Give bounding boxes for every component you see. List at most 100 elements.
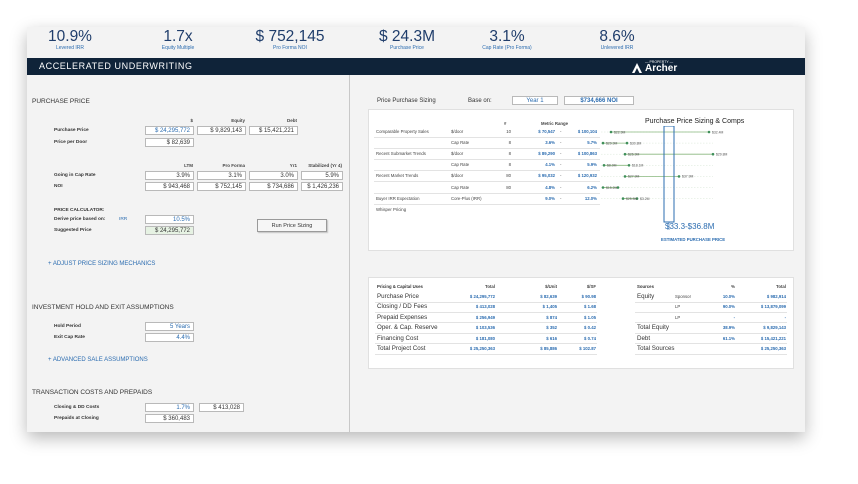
sources-row-divider: [635, 311, 787, 313]
base-noi-value: $734,666 NOI: [564, 96, 634, 105]
comp-range-low-label: $26.9M: [628, 153, 639, 157]
uses-row-label: Purchase Price: [377, 293, 419, 300]
sources-header-pct: %: [731, 284, 735, 289]
comp-range-high-label: $29.8M: [716, 153, 727, 157]
suggested-price-label: Suggested Price: [54, 228, 92, 233]
sizing-row-unit: $/door: [451, 151, 464, 157]
sizing-row-name: Recent Submarket Trends: [376, 151, 426, 157]
derive-price-label: Derive price based on:: [54, 217, 106, 222]
sources-row-total: $ 982,914: [766, 294, 786, 299]
sizing-row-dash: -: [560, 129, 562, 134]
sources-row-label: Debt: [637, 334, 651, 342]
sources-row-pct: 61.1%: [722, 335, 735, 341]
uses-header-unit: $/Unit: [545, 284, 557, 289]
comp-range-point: [609, 130, 613, 134]
sizing-row-dash: -: [560, 184, 562, 190]
uses-row-label: Closing / DD Fees: [377, 303, 428, 311]
run-price-sizing-button[interactable]: Run Price Sizing: [257, 219, 327, 232]
exit-cap-rate-field[interactable]: 4.4%: [145, 333, 194, 342]
sizing-row-divider: [374, 181, 600, 183]
comp-range-low-label: $22.9M: [614, 130, 625, 134]
comp-range-low-label: $15.2M: [606, 186, 617, 190]
noi-label: NOI: [54, 184, 63, 189]
kpi-value: 3.1%: [489, 28, 525, 45]
comp-range-point: [627, 164, 631, 167]
sources-row-pct: 10.0%: [722, 294, 735, 299]
purchase-price-field[interactable]: $ 24,295,772: [145, 126, 194, 135]
closing-costs-pct-field[interactable]: 1.7%: [145, 403, 194, 412]
column-divider: [349, 75, 350, 432]
kpi-label: Purchase Price: [390, 45, 424, 51]
equity-value: $ 9,829,143: [197, 126, 246, 135]
kpi-levered-irr: 10.9% Levered IRR: [40, 28, 100, 52]
comp-range-point: [711, 152, 715, 156]
sources-row-divider: [635, 301, 787, 303]
sizing-row-divider: [374, 148, 600, 150]
comp-range-point: [621, 197, 625, 200]
sizing-row-high: $ 100,863: [577, 151, 597, 157]
sizing-row-dash: -: [560, 162, 562, 168]
section-title-purchase: PURCHASE PRICE: [32, 98, 90, 105]
uses-header-sf: $/SF: [586, 284, 596, 289]
uses-row-sf: $ 1.68: [584, 304, 596, 310]
sizing-row-name: Recent Market Trends: [376, 173, 419, 179]
sizing-row-count: 80: [506, 184, 511, 190]
comp-range-point: [601, 186, 605, 189]
sizing-row-divider: [374, 159, 600, 161]
col-header-count: #: [504, 121, 507, 126]
kpi-equity-multiple: 1.7x Equity Multiple: [147, 28, 209, 52]
uses-row-total: $ 413,028: [475, 304, 495, 310]
debt-value: $ 15,421,221: [249, 126, 298, 135]
col-header-metric-range: Metric Range: [541, 121, 568, 126]
adjust-price-sizing-link[interactable]: + ADJUST PRICE SIZING MECHANICS: [48, 261, 156, 267]
uses-row-divider: [375, 322, 597, 324]
uses-row-sf: $ 0.42: [584, 325, 596, 331]
sizing-row-divider: [374, 192, 600, 194]
uses-row-divider: [375, 301, 597, 303]
sources-row-divider: [635, 322, 787, 324]
sizing-row-high: $ 120,932: [577, 173, 597, 179]
sizing-row-dash: -: [560, 151, 562, 157]
sizing-row-dash: -: [560, 173, 562, 179]
kpi-value: 10.9%: [48, 28, 92, 45]
price-sizing-title: Price Purchase Sizing: [377, 98, 436, 104]
sizing-row-low: 9.0%: [545, 195, 555, 201]
kpi-purchase-price: $ 24.3M Purchase Price: [367, 28, 447, 52]
uses-row-label: Financing Cost: [377, 334, 419, 342]
uses-row-label: Prepaid Expenses: [377, 313, 428, 321]
uses-row-sf: $ 0.74: [584, 335, 596, 341]
comp-range-point: [616, 186, 620, 189]
estimated-range-caption: ESTIMATED PURCHASE PRICE: [661, 237, 726, 242]
comps-chart: $22.9M $32.4M $29.9M $30.8M $26.9M $29.8M $8.0…: [601, 126, 727, 230]
suggested-price-value: $ 24,295,772: [145, 226, 194, 235]
sizing-row-high: $ 100,104: [577, 129, 597, 134]
sources-row-total: $ 25,250,363: [760, 346, 786, 351]
uses-row-unit: $ 85,886: [540, 346, 557, 351]
sizing-row-high: 5.7%: [587, 140, 597, 146]
comp-range-high-label: $3.2M: [640, 197, 650, 201]
sizing-row-count: 8: [508, 162, 511, 168]
prepaids-label: Prepaids at Closing: [54, 416, 99, 421]
advanced-sale-link[interactable]: + ADVANCED SALE ASSUMPTIONS: [48, 357, 148, 363]
sizing-row-high: 6.2%: [587, 184, 597, 190]
base-on-select[interactable]: Year 1: [512, 96, 558, 105]
uses-row-unit: $ 1,405: [542, 304, 557, 310]
sources-row-total: $ 15,421,221: [760, 335, 786, 341]
hold-period-field[interactable]: 5 Years: [145, 322, 194, 331]
uses-header-label: Pricing & Capital Uses: [377, 284, 423, 289]
comp-range-point: [625, 141, 629, 145]
kpi-label: Pro Forma NOI: [273, 45, 307, 51]
title-banner: ACCELERATED UNDERWRITING — PROPERTY — Ar…: [27, 58, 805, 75]
derive-basis-select[interactable]: IRR: [119, 217, 128, 222]
underwriting-sheet: 10.9% Levered IRR 1.7x Equity Multiple $…: [27, 27, 805, 432]
comps-chart-title: Purchase Price Sizing & Comps: [645, 118, 745, 125]
derive-value-field[interactable]: 10.5%: [145, 215, 194, 224]
uses-row-sf: $ 102.87: [579, 346, 596, 351]
kpi-value: 1.7x: [163, 28, 193, 45]
sizing-row-count: 8: [508, 151, 511, 157]
sizing-row-unit: $/door: [451, 129, 464, 134]
uses-row-unit: $ 82,639: [540, 294, 557, 299]
price-calculator-title: PRICE CALCULATOR:: [54, 208, 105, 213]
kpi-unlevered-irr: 8.6% Unlevered IRR: [587, 28, 647, 52]
kpi-row: 10.9% Levered IRR 1.7x Equity Multiple $…: [27, 27, 805, 57]
